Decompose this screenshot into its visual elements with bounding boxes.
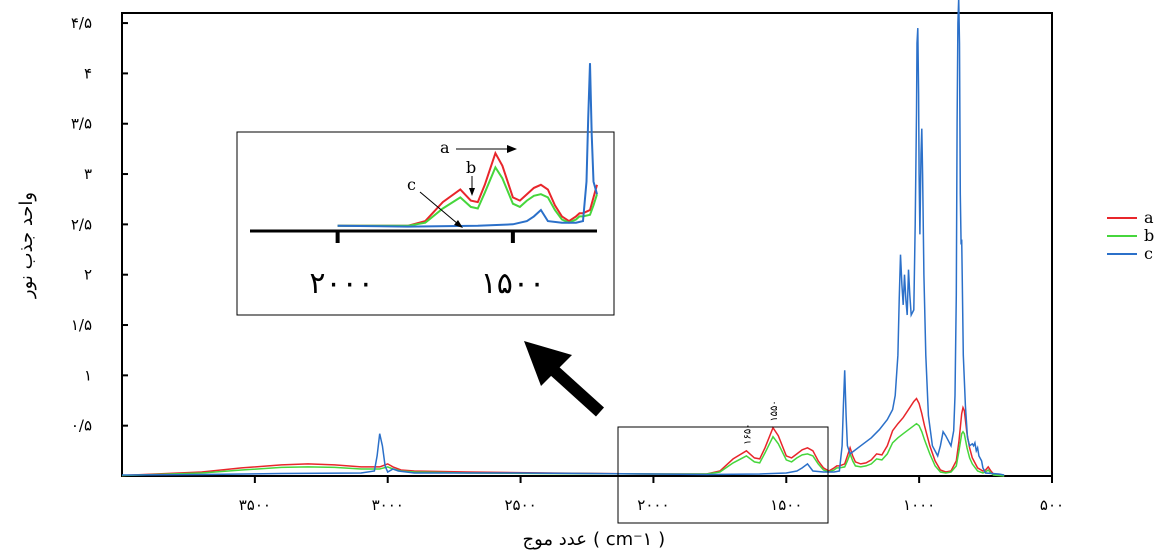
y-tick-label: ۴/۵	[71, 14, 92, 32]
x-tick-label: ۵۰۰	[1040, 496, 1064, 514]
inset-arrowhead-b	[469, 188, 475, 196]
x-tick-label: ۱۵۰۰	[770, 496, 802, 514]
inset-panel: ۲۰۰۰ ۱۵۰۰ a b c	[236, 63, 615, 316]
x-axis-title: عدد موج	[523, 529, 588, 550]
series-line-c	[121, 0, 1005, 476]
y-tick-label: ۲/۵	[71, 215, 92, 233]
y-tick-label: ۱	[84, 366, 92, 384]
inset-series-line-c	[337, 63, 598, 228]
inset-arrowhead-a	[507, 145, 517, 153]
legend-label: b	[1144, 226, 1154, 245]
peak-labels: ۱۶۵۰ ۱۵۵۰	[742, 400, 780, 445]
x-axis-unit: ( cm⁻۱ )	[593, 529, 665, 550]
y-tick-label: ۰/۵	[71, 417, 92, 435]
inset-series-line-b	[337, 165, 598, 227]
inset-series-line-a	[337, 150, 598, 227]
y-axis-title: واحد جذب نور	[16, 192, 37, 299]
inset-tick-label: ۱۵۰۰	[481, 266, 545, 301]
inset-arrow-c	[419, 191, 459, 225]
y-tick-label: ۲	[84, 266, 92, 284]
inset-annotation-a: a	[440, 138, 450, 157]
inset-tick-label: ۲۰۰۰	[309, 266, 373, 301]
y-tick-label: ۳/۵	[71, 115, 92, 133]
legend-label: c	[1144, 244, 1153, 263]
legend-label: a	[1144, 208, 1154, 227]
series-line-b	[121, 422, 1005, 477]
inset-series-layer	[337, 63, 598, 228]
inset-arrowhead-c	[454, 220, 463, 228]
y-tick-label: ۳	[84, 165, 92, 183]
y-tick-label: ۴	[84, 64, 92, 82]
y-tick-label: ۱/۵	[71, 316, 92, 334]
plot-frame	[121, 12, 1053, 477]
peak-label: ۱۶۵۰	[742, 423, 753, 444]
x-axis-ticks: ۳۵۰۰ ۳۰۰۰ ۲۵۰۰ ۲۰۰۰ ۱۵۰۰ ۱۰۰۰ ۵۰۰	[239, 476, 1064, 514]
zoom-region-box	[617, 426, 829, 524]
inset-annotation-c: c	[407, 175, 416, 194]
series-layer	[121, 0, 1005, 477]
legend: abc	[1107, 208, 1154, 263]
x-tick-label: ۲۰۰۰	[637, 496, 669, 514]
inset-ticks: ۲۰۰۰ ۱۵۰۰	[309, 231, 545, 301]
y-axis-ticks: ۰/۵ ۱ ۱/۵ ۲ ۲/۵ ۳ ۳/۵ ۴ ۴/۵	[71, 14, 128, 435]
x-tick-label: ۱۰۰۰	[903, 496, 935, 514]
peak-label: ۱۵۵۰	[769, 400, 780, 421]
x-tick-label: ۳۰۰۰	[372, 496, 404, 514]
x-tick-label: ۲۵۰۰	[504, 496, 536, 514]
zoom-arrow	[524, 341, 605, 417]
inset-annotation-b: b	[466, 158, 476, 177]
x-tick-label: ۳۵۰۰	[239, 496, 271, 514]
